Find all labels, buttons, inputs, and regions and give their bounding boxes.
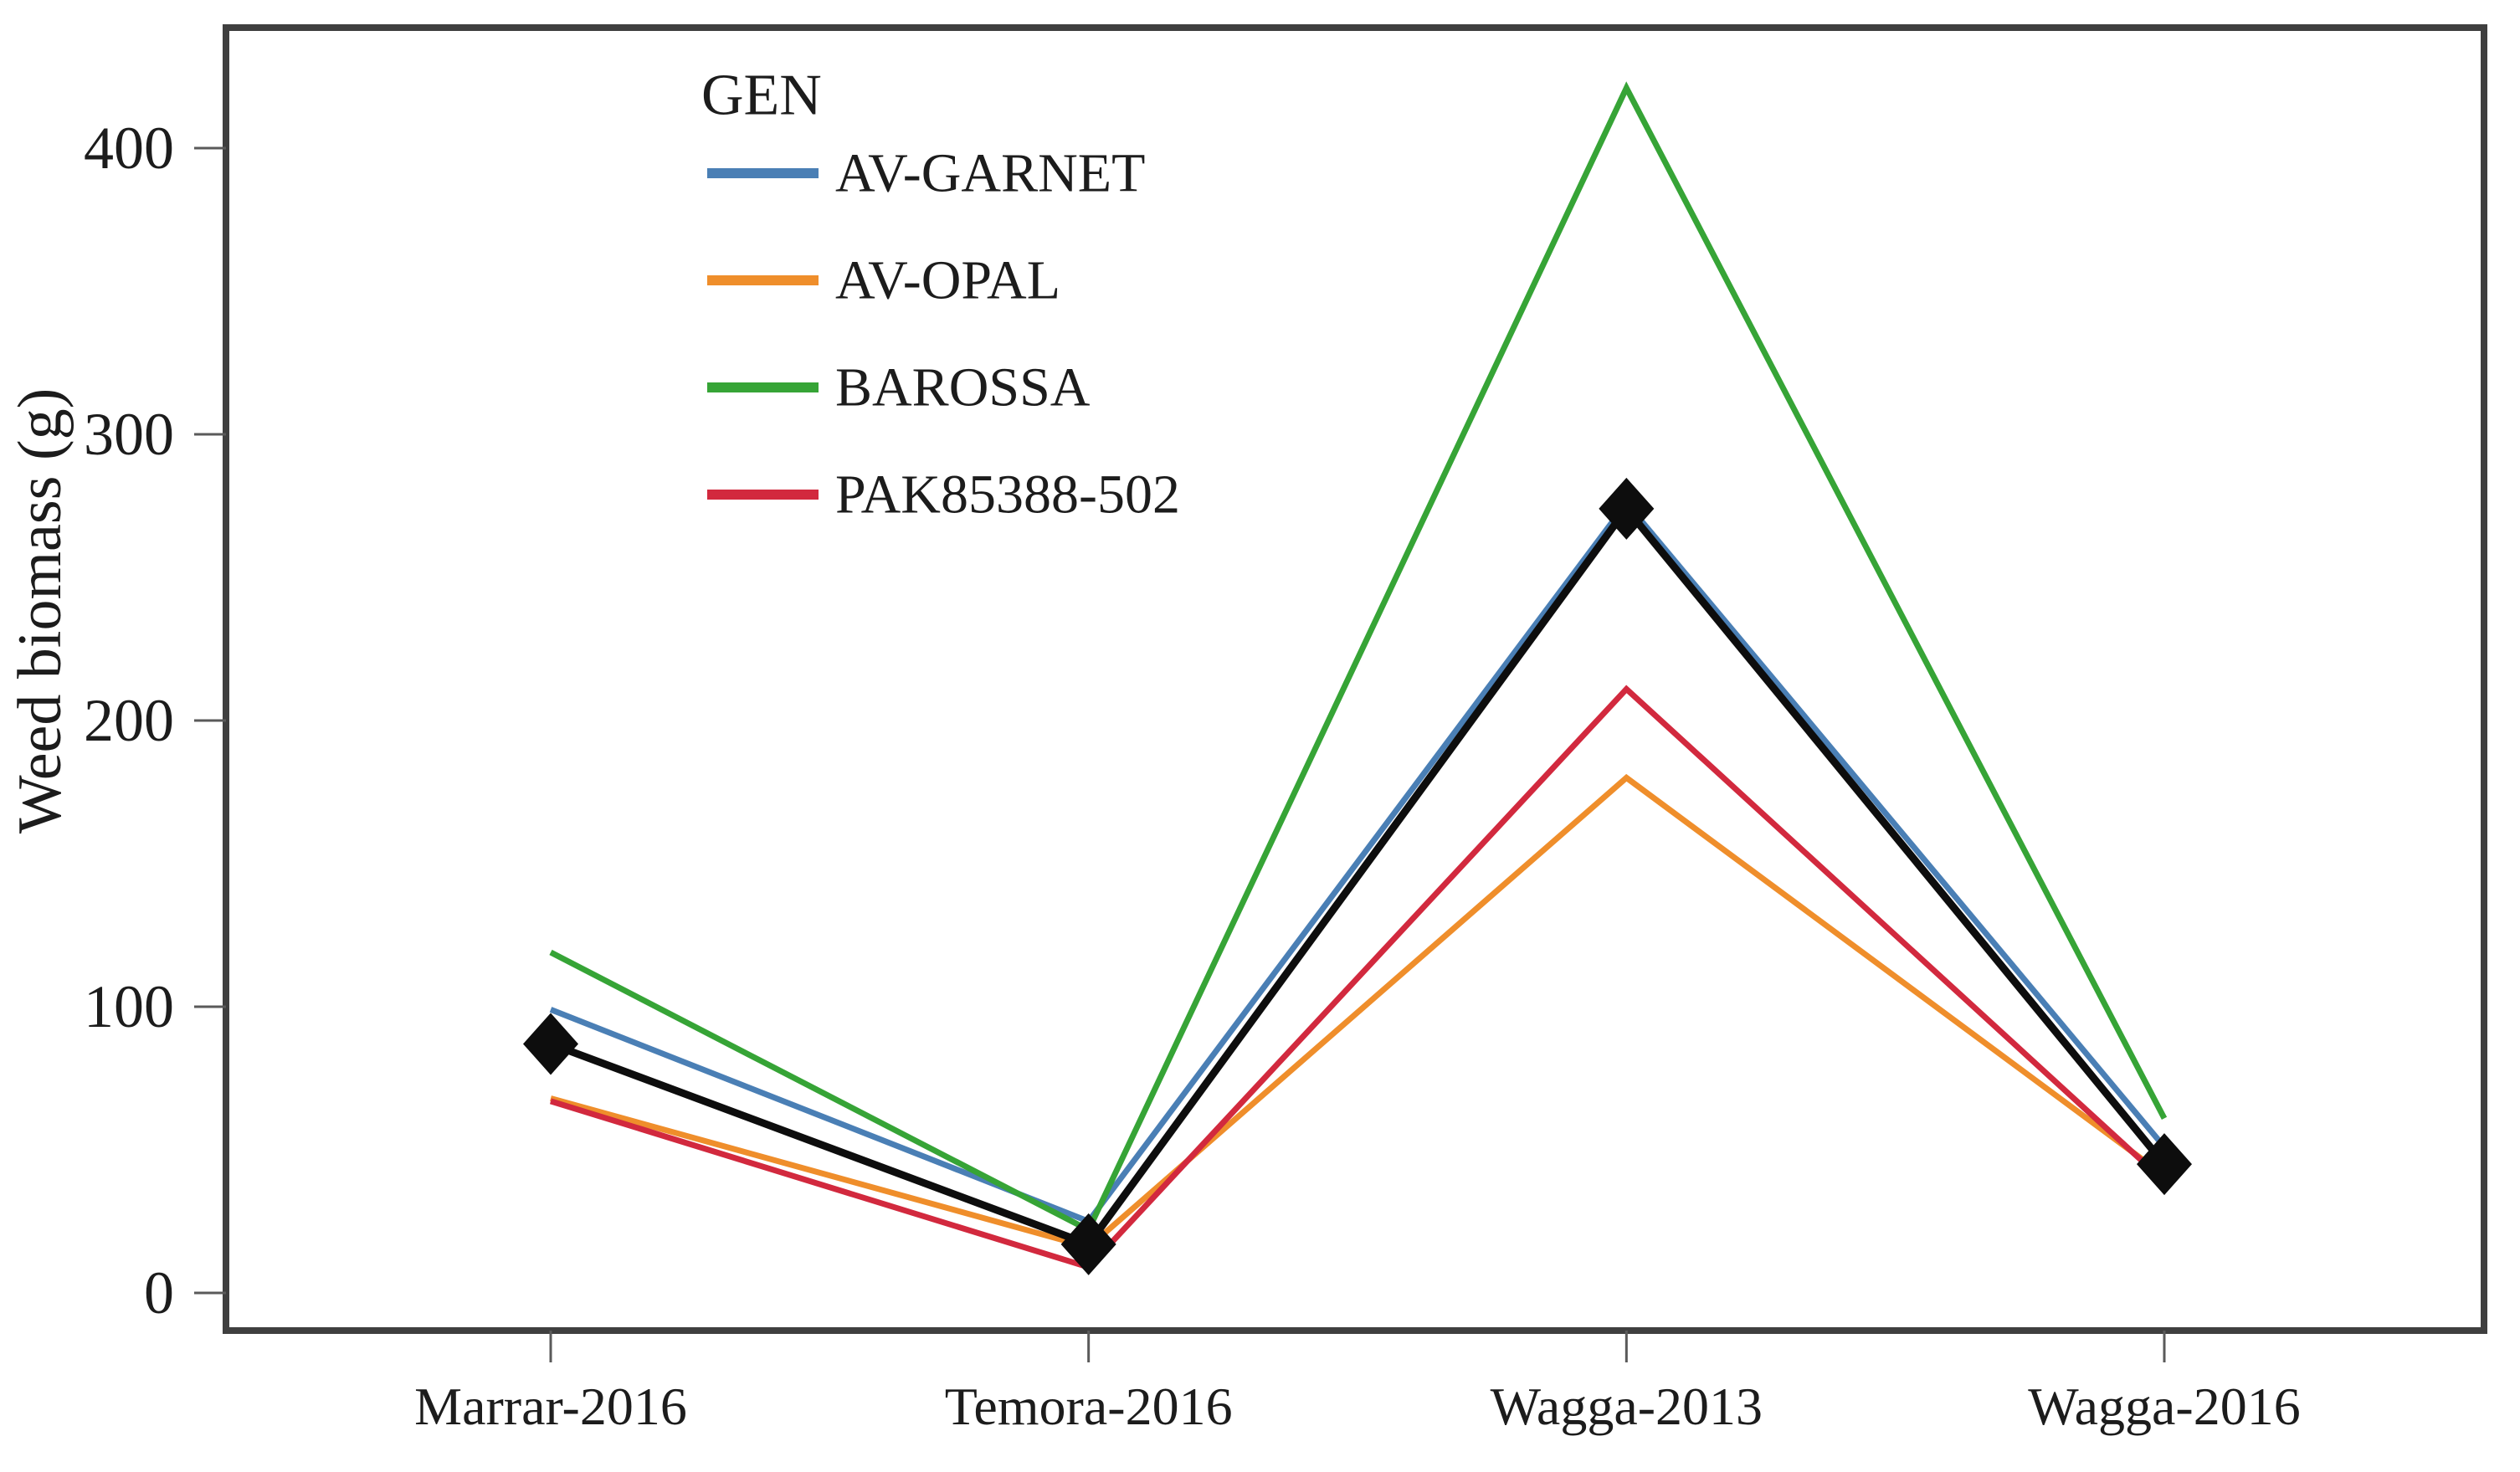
y-tick-label: 100 bbox=[84, 973, 174, 1040]
series-line-BAROSSA bbox=[549, 81, 2168, 1234]
mean-marker-diamond bbox=[523, 1013, 578, 1075]
legend-label-BAROSSA: BAROSSA bbox=[835, 357, 1091, 418]
y-axis: 0 100 200 300 400 bbox=[84, 115, 226, 1326]
y-tick-label: 200 bbox=[84, 687, 174, 754]
plot-frame bbox=[223, 24, 2487, 1334]
x-tick-label: Temora-2016 bbox=[945, 1377, 1233, 1436]
legend: GEN AV-GARNET AV-OPAL BAROSSA PAK85388-502 bbox=[701, 64, 1180, 526]
x-tick-label: Wagga-2016 bbox=[2028, 1377, 2300, 1436]
x-tick-label: Wagga-2013 bbox=[1491, 1377, 1763, 1436]
series-lines bbox=[523, 81, 2193, 1275]
series-line-AV-OPAL bbox=[550, 773, 2167, 1251]
series-line-PAK85388-502 bbox=[549, 685, 2167, 1271]
legend-label-AV-GARNET: AV-GARNET bbox=[835, 143, 1145, 204]
x-axis: Marrar-2016 Temora-2016 Wagga-2013 Wagga-20… bbox=[414, 1331, 2301, 1436]
y-tick-label: 400 bbox=[84, 115, 174, 182]
y-tick-label: 300 bbox=[84, 401, 174, 468]
legend-label-AV-OPAL: AV-OPAL bbox=[835, 250, 1060, 311]
series-line-mean-of-genotypes bbox=[549, 502, 2168, 1249]
mean-marker-diamond bbox=[1060, 1213, 1116, 1275]
x-tick-label: Marrar-2016 bbox=[414, 1377, 687, 1436]
y-axis-title: Weed biomass (g) bbox=[6, 388, 74, 833]
legend-items: AV-GARNET AV-OPAL BAROSSA PAK85388-502 bbox=[707, 143, 1180, 526]
y-tick-label: 0 bbox=[144, 1259, 174, 1326]
mean-marker-diamond bbox=[1599, 477, 1655, 540]
legend-label-PAK85388-502: PAK85388-502 bbox=[835, 464, 1180, 526]
series-line-AV-GARNET bbox=[549, 498, 2167, 1225]
mean-marker-diamond bbox=[2137, 1133, 2193, 1196]
legend-title: GEN bbox=[701, 64, 822, 128]
